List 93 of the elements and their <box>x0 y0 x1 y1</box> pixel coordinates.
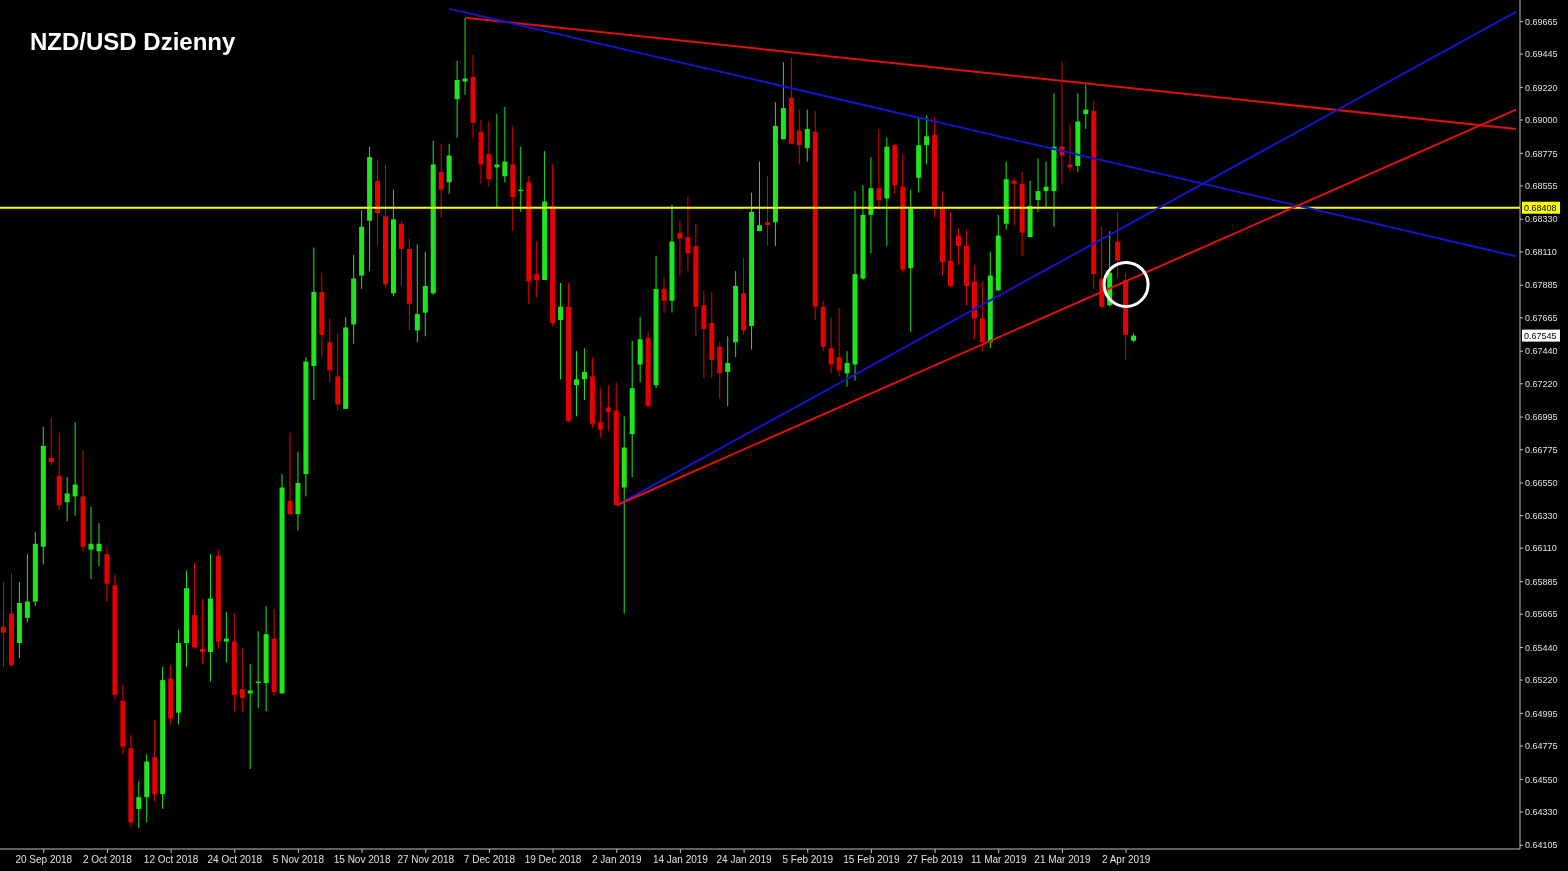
candlestick <box>979 281 985 352</box>
candlestick <box>876 128 882 210</box>
x-tick-label: 27 Feb 2019 <box>906 854 964 865</box>
text: NZD/USD Dzienny <box>30 28 236 56</box>
y-tick-label: 0.68775 <box>1525 148 1558 159</box>
candlestick <box>1067 123 1073 173</box>
x-tick-label: 2 Jan 2019 <box>592 854 642 865</box>
candlestick <box>581 347 587 401</box>
x-tick-label: 14 Jan 2019 <box>652 854 709 865</box>
y-tick-label: 0.66550 <box>1525 478 1558 489</box>
y-tick-label: 0.68555 <box>1525 181 1558 192</box>
y-tick-label: 0.64105 <box>1525 840 1558 851</box>
candlestick <box>757 161 763 232</box>
candlestick <box>955 227 961 266</box>
y-tick-label: 0.69445 <box>1525 49 1558 60</box>
candlestick <box>247 663 253 770</box>
candlestick <box>573 350 579 417</box>
x-tick-label: 15 Nov 2018 <box>333 854 391 865</box>
candlestick <box>1035 158 1041 213</box>
x-tick-label: 5 Nov 2018 <box>272 854 325 865</box>
candlestick <box>924 115 930 165</box>
y-tick-label: 0.67220 <box>1525 378 1558 389</box>
x-tick-label: 27 Nov 2018 <box>397 854 455 865</box>
candlestick <box>661 276 667 314</box>
candlestick <box>96 522 102 567</box>
candlestick <box>725 335 731 407</box>
y-tick-label: 0.69000 <box>1525 115 1558 126</box>
candlestick <box>534 241 540 299</box>
candlestick <box>136 780 142 829</box>
y-tick-label: 0.67665 <box>1525 313 1558 324</box>
y-tick-label: 0.69665 <box>1525 16 1558 27</box>
candlestick <box>239 646 245 714</box>
candlestick <box>597 387 603 438</box>
y-tick-label: 0.65220 <box>1525 675 1558 686</box>
y-tick-label: 0.65440 <box>1525 642 1558 653</box>
candlestick <box>438 143 444 219</box>
candlestick <box>701 289 707 379</box>
x-tick-label: 7 Dec 2018 <box>463 854 516 865</box>
candlestick <box>414 243 420 343</box>
candlestick <box>844 350 850 388</box>
candlestick <box>677 220 683 277</box>
y-tick-label: 0.64330 <box>1525 807 1558 818</box>
y-tick-label: 0.68110 <box>1525 247 1557 258</box>
y-tick-label: 0.68330 <box>1525 214 1558 225</box>
x-tick-label: 21 Mar 2019 <box>1034 854 1091 865</box>
y-tick-label: 0.65665 <box>1525 609 1558 620</box>
y-tick-label: 0.64775 <box>1525 741 1558 752</box>
candlestick <box>223 611 229 663</box>
candlestick <box>287 432 293 517</box>
candlestick <box>494 113 500 210</box>
candlestick <box>836 307 842 377</box>
candlestick <box>454 60 460 139</box>
candlestick <box>72 421 78 517</box>
y-tick-label: 0.64995 <box>1525 708 1558 719</box>
x-tick-label: 5 Feb 2019 <box>782 854 834 865</box>
candlestick <box>88 506 94 580</box>
x-tick-label: 15 Feb 2019 <box>843 854 900 865</box>
candlestick <box>199 598 205 665</box>
x-tick-label: 24 Oct 2018 <box>207 854 263 865</box>
x-tick-label: 12 Oct 2018 <box>143 854 199 865</box>
annotation: 0.67545 <box>1524 331 1557 342</box>
candlestick <box>764 175 770 247</box>
candlestick <box>1083 83 1089 130</box>
candlestick <box>796 109 802 165</box>
candlestick <box>1 581 6 668</box>
candlestick <box>558 282 564 380</box>
candlestick <box>828 316 834 374</box>
candlestick <box>64 476 70 523</box>
candlestick <box>605 384 611 432</box>
candlestick <box>1043 161 1049 208</box>
y-tick-label: 0.67440 <box>1525 346 1558 357</box>
x-tick-label: 2 Apr 2019 <box>1101 854 1151 865</box>
candlestick <box>1115 211 1121 280</box>
candlestick <box>685 196 691 272</box>
candlestick <box>804 109 810 162</box>
y-tick-label: 0.66330 <box>1525 510 1558 521</box>
x-tick-label: 20 Sep 2018 <box>15 854 73 865</box>
candlestick <box>24 553 30 623</box>
candlestick <box>48 417 54 466</box>
ref-line-label: 0.68408 <box>1524 203 1557 214</box>
y-tick-label: 0.69220 <box>1525 82 1558 93</box>
y-tick-label: 0.66775 <box>1525 444 1558 455</box>
y-tick-label: 0.64550 <box>1525 774 1558 785</box>
y-tick-label: 0.66110 <box>1525 543 1557 554</box>
x-tick-label: 19 Dec 2018 <box>524 854 582 865</box>
y-tick-label: 0.66995 <box>1525 412 1558 423</box>
y-tick-label: 0.67885 <box>1525 280 1558 291</box>
x-tick-label: 24 Jan 2019 <box>716 854 773 865</box>
candlestick <box>1011 177 1017 226</box>
x-tick-label: 2 Oct 2018 <box>82 854 133 865</box>
y-tick-label: 0.65885 <box>1525 576 1558 587</box>
x-tick-label: 11 Mar 2019 <box>971 854 1027 865</box>
candlestick <box>502 106 508 183</box>
